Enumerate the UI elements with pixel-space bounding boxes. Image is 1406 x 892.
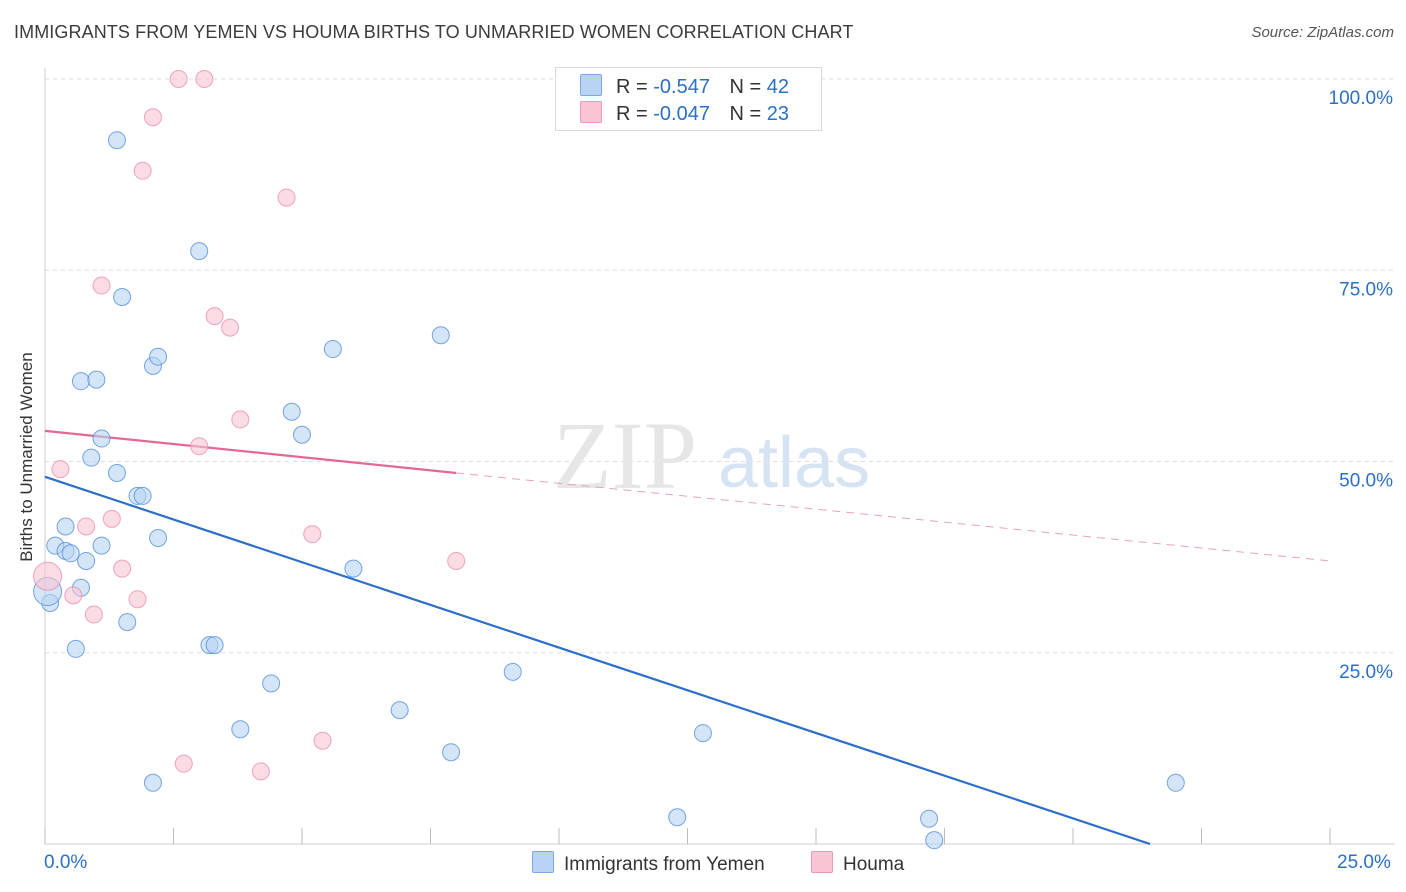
- point-yemen: [92, 536, 111, 555]
- point-yemen: [56, 517, 75, 536]
- trendlines: [44, 429, 1331, 846]
- point-yemen: [693, 724, 712, 743]
- gridlines: [45, 78, 1395, 654]
- x-tick-label-min: 0.0%: [44, 852, 88, 873]
- legend-n-label: N =: [729, 76, 762, 98]
- point-houma: [190, 437, 209, 456]
- x-tick-label-max: 25.0%: [1337, 852, 1391, 873]
- point-yemen: [262, 674, 281, 693]
- point-yemen: [1166, 773, 1185, 792]
- point-yemen: [107, 131, 126, 150]
- point-houma: [133, 161, 152, 180]
- axes: [44, 68, 1395, 845]
- point-houma: [195, 70, 214, 88]
- bottom-legend-label-yemen: Immigrants from Yemen: [564, 854, 765, 875]
- point-houma: [251, 762, 270, 781]
- bottom-legend-label-houma: Houma: [843, 854, 905, 875]
- point-houma: [51, 460, 70, 479]
- point-yemen: [293, 425, 311, 444]
- point-yemen: [190, 242, 209, 261]
- point-houma: [174, 754, 193, 773]
- point-houma: [84, 605, 103, 624]
- point-houma: [277, 188, 296, 207]
- point-yemen: [92, 429, 111, 448]
- point-yemen: [431, 326, 450, 345]
- bottom-legend-swatch-yemen: [532, 851, 554, 873]
- point-houma: [313, 731, 332, 750]
- point-yemen: [205, 636, 224, 655]
- point-houma: [77, 517, 96, 536]
- legend-swatch-yemen: [580, 74, 602, 96]
- legend-r-label: R =: [616, 103, 648, 125]
- point-houma: [303, 525, 322, 544]
- point-houma: [205, 307, 224, 326]
- point-yemen: [82, 448, 101, 467]
- bottom-legend-yemen: Immigrants from Yemen: [532, 851, 765, 876]
- point-yemen: [66, 639, 85, 658]
- point-houma: [128, 590, 147, 609]
- point-yemen: [107, 463, 126, 482]
- point-yemen: [71, 372, 90, 391]
- legend-r-value: -0.547: [653, 76, 710, 98]
- legend-swatch-houma: [580, 101, 602, 123]
- legend-n-value: 42: [766, 76, 790, 98]
- bottom-legend-swatch-houma: [811, 851, 833, 873]
- legend-r-label: R =: [616, 76, 648, 98]
- point-yemen: [323, 340, 342, 359]
- point-houma: [64, 586, 83, 605]
- point-yemen: [282, 402, 301, 421]
- y-tick-labels: 100.0% 75.0% 50.0% 25.0%: [1329, 88, 1394, 683]
- point-houma: [169, 70, 188, 88]
- legend-n-value: 23: [766, 103, 790, 125]
- y-tick-label: 100.0%: [1329, 88, 1394, 109]
- legend-r-value: -0.047: [653, 103, 710, 125]
- bottom-legend-houma: Houma: [811, 851, 904, 876]
- point-yemen: [925, 831, 944, 850]
- point-yemen: [390, 701, 409, 720]
- point-yemen: [87, 370, 106, 389]
- source-label: Source: ZipAtlas.com: [1251, 24, 1394, 41]
- trendline-houma: [44, 429, 457, 475]
- point-yemen: [442, 743, 461, 762]
- point-houma: [92, 276, 111, 295]
- legend-n-label: N =: [729, 103, 762, 125]
- y-tick-label: 50.0%: [1339, 471, 1393, 492]
- point-yemen: [133, 486, 152, 505]
- point-houma: [143, 108, 162, 127]
- point-yemen: [344, 559, 363, 578]
- point-yemen: [118, 613, 137, 632]
- data-points: [33, 70, 1185, 850]
- legend-row-houma: R = -0.047 N = 23: [580, 101, 789, 125]
- correlation-legend: R = -0.547 N = 42 R = -0.047 N = 23: [555, 67, 822, 131]
- point-yemen: [668, 808, 687, 827]
- point-yemen: [149, 347, 168, 366]
- watermark-zip: ZIP: [553, 402, 697, 509]
- point-yemen: [231, 720, 250, 739]
- point-yemen: [113, 288, 132, 307]
- point-yemen: [143, 773, 162, 792]
- y-tick-label: 25.0%: [1339, 662, 1393, 683]
- point-yemen: [503, 662, 522, 681]
- trendline-yemen: [44, 475, 1151, 846]
- trendline-houma-dashed: [456, 472, 1331, 562]
- point-houma: [221, 318, 240, 337]
- point-yemen: [920, 809, 939, 828]
- point-houma: [231, 410, 250, 429]
- point-yemen: [61, 544, 80, 563]
- point-yemen: [77, 551, 96, 570]
- point-houma: [113, 559, 132, 578]
- point-houma: [102, 509, 121, 528]
- y-tick-label: 75.0%: [1339, 279, 1393, 300]
- chart-title: IMMIGRANTS FROM YEMEN VS HOUMA BIRTHS TO…: [14, 22, 854, 42]
- point-houma: [447, 551, 466, 570]
- point-houma: [33, 561, 63, 591]
- legend-row-yemen: R = -0.547 N = 42: [580, 74, 789, 98]
- watermark-atlas: atlas: [718, 423, 870, 503]
- point-yemen: [149, 529, 168, 547]
